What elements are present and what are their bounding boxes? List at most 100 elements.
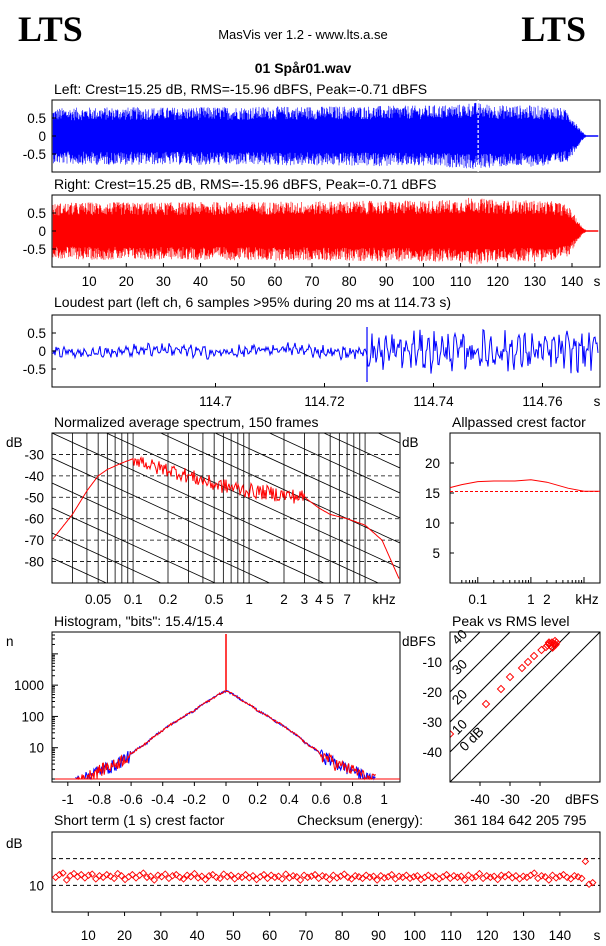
histogram-ytick-label: 1000 [14,678,44,693]
stc-point [51,873,60,882]
spectrum-xtick-label: 5 [326,592,334,607]
stc-xtick-label: 40 [190,928,205,943]
stc-point [146,872,155,881]
loudest-xtick-label: 114.76 [522,394,562,409]
checksum-value: 361 184 642 205 795 [454,812,587,828]
stc-point [344,873,352,882]
loudest-xtick-label: 114.7 [199,394,232,409]
allpass-xtick-label: 1 [527,592,535,607]
loudest-ytick-label: -0.5 [23,362,46,377]
stc-point [55,870,64,879]
spectrum-slope-line [268,433,400,494]
stc-point [325,875,334,884]
stc-point [556,872,564,881]
stc-point [183,871,191,879]
pvr-diagonal-line [450,632,571,753]
pvr-ytick-label: -20 [422,685,442,700]
histogram-xtick-label: -0.2 [183,792,206,807]
pvr-diagonals [450,632,600,782]
pvr-ytick-label: -10 [422,655,442,670]
right-xtick-label: 120 [486,274,509,289]
stc-point [442,870,451,879]
stc-xtick-label: 20 [117,928,132,943]
stc-point [548,871,557,879]
stc-point [588,878,597,887]
right-xunit-label: s [594,274,601,289]
spectrum-slope-line [105,433,400,569]
stc-point [110,874,118,883]
stc-ytick-label: 10 [29,878,44,893]
histogram-left-line [75,690,376,781]
stc-xtick-label: 90 [371,928,386,943]
right-xtick-label: 140 [561,274,584,289]
spectrum-ytick-label: -40 [24,469,44,484]
stc-point [457,872,465,881]
allpass-plot-frame [449,432,601,584]
stc-xtick-label: 50 [226,928,241,943]
stc-point [530,869,538,877]
allpass-ytick-label: 5 [432,546,440,561]
loudest-waveform-line [52,328,599,374]
spectrum-slope-line [52,457,325,583]
histogram-xtick-label: 1 [380,792,388,807]
stc-point [333,874,341,882]
stc-point [577,874,586,883]
spectrum-slope-line [322,433,400,469]
allpass-xtick-label: 0.1 [468,592,487,607]
stc-point [307,872,316,881]
pvr-point [450,729,455,739]
spectrum-slope-line [52,532,162,583]
stc-xtick-label: 70 [298,928,313,943]
spectrum-slope-line [52,433,380,583]
stc-xtick-label: 60 [262,928,277,943]
histogram-xtick-label: -0.6 [119,792,142,807]
stc-xtick-label: 120 [476,928,499,943]
stc-point [88,870,96,878]
right-ytick-label: -0.5 [23,242,46,257]
right-xtick-label: 40 [193,274,208,289]
right-ytick-label: 0.5 [27,206,46,221]
left-waveform-line [52,102,599,169]
histogram-title: Histogram, "bits": 15.4/15.4 [54,613,224,629]
checksum-label: Checksum (energy): [297,812,424,828]
spectrum-xtick-label: 0.2 [159,592,178,607]
spectrum-title: Normalized average spectrum, 150 frames [54,414,319,430]
pvr-point [481,699,491,709]
right-xtick-label: 90 [379,274,394,289]
stc-point [59,869,67,877]
right-xtick-label: 80 [342,274,357,289]
logo-left: LTS [18,9,83,49]
app-title: MasVis ver 1.2 - www.lts.a.se [218,27,388,42]
pvr-diagonal-line [450,632,600,782]
spectrum-ytick-label: -70 [24,533,44,548]
stc-xtick-label: 100 [403,928,426,943]
stc-point [161,870,170,878]
histogram-xtick-label: 0.4 [280,792,299,807]
stc-point [201,875,210,884]
pvr-point [551,640,560,649]
histogram-ytick-label: 100 [21,709,44,724]
allpass-ytick-label: 15 [425,486,440,501]
left-channel-title: Left: Crest=15.25 dB, RMS=-15.96 dBFS, P… [54,81,428,97]
stc-point [194,874,202,882]
right-xtick-label: 30 [156,274,171,289]
stc-point [227,871,235,879]
stc-point [216,874,224,883]
spectrum-slope-line [52,708,400,868]
stc-point [62,876,71,884]
right-channel-title: Right: Crest=15.25 dB, RMS=-15.96 dBFS, … [54,176,437,192]
spectrum-ylabel: dB [6,435,23,450]
left-ytick-label: -0.5 [23,147,46,162]
stc-point [493,875,502,884]
logo-right: LTS [521,9,586,49]
histogram-xtick-label: 0 [222,792,230,807]
stc-xtick-label: 140 [549,928,572,943]
histogram-xtick-label: 0.2 [248,792,267,807]
allpass-curve-line [449,479,600,492]
spectrum-xtick-label: 1 [245,592,253,607]
spectrum-ytick-label: -60 [24,512,44,527]
spectrum-xtick-label: 0.5 [205,592,224,607]
spectrum-slope-line [159,433,400,544]
right-xtick-label: 100 [412,274,435,289]
stc-xtick-label: 30 [153,928,168,943]
